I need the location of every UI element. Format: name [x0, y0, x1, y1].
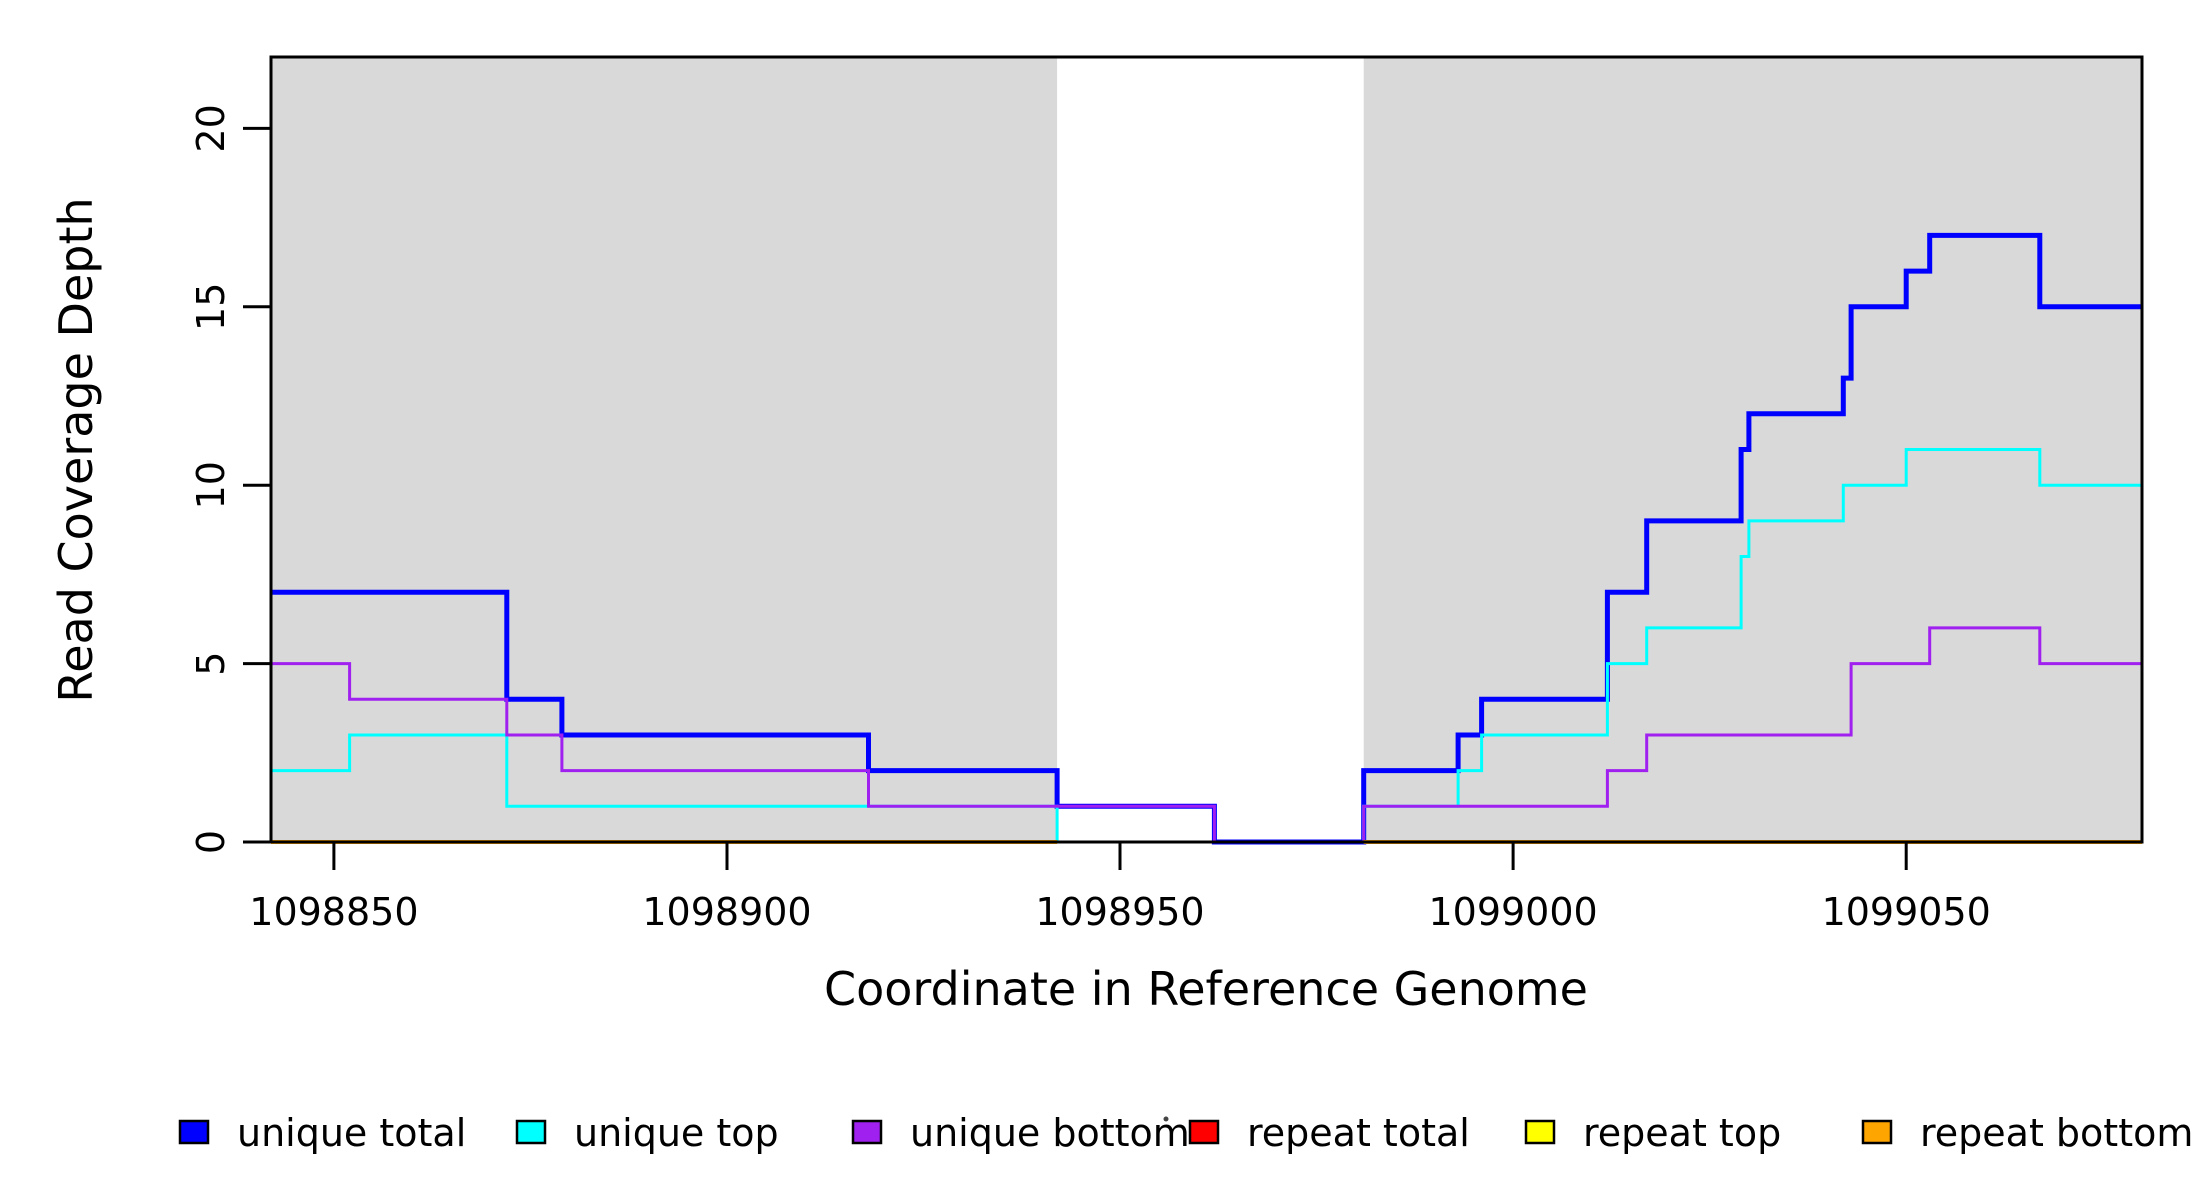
legend-label-unique-top: unique top	[574, 1111, 779, 1155]
legend-swatch-repeat-total	[1188, 1119, 1220, 1145]
y-tick-label: 0	[189, 830, 233, 854]
plot-frame	[269, 55, 2144, 844]
legend-label-repeat-bottom: repeat bottom	[1920, 1111, 2193, 1155]
x-tick-label: 1099050	[1822, 890, 1991, 934]
y-tick-label: 20	[189, 104, 233, 152]
y-axis-title: Read Coverage Depth	[49, 197, 103, 702]
series-unique-top	[271, 448, 2142, 844]
legend-label-unique-bottom: unique bottom	[910, 1111, 1190, 1155]
x-tick-label: 1098900	[642, 890, 811, 934]
x-tick-label: 1099000	[1428, 890, 1597, 934]
stray-dot	[1163, 1116, 1169, 1122]
legend-swatch-repeat-top	[1524, 1119, 1556, 1145]
legend-swatch-unique-total	[178, 1119, 210, 1145]
y-tick-label: 10	[189, 461, 233, 509]
legend-label-unique-total: unique total	[237, 1111, 466, 1155]
legend-swatch-unique-top	[515, 1119, 547, 1145]
legend-label-repeat-total: repeat total	[1247, 1111, 1470, 1155]
y-axis-ticks: 0 5 10 15 20	[189, 104, 271, 854]
y-tick-label: 15	[189, 283, 233, 331]
series-unique-bottom	[271, 626, 2142, 844]
repeat-shaded-regions	[271, 57, 2142, 842]
x-axis-title: Coordinate in Reference Genome	[824, 962, 1588, 1016]
repeat-region-rect	[271, 57, 1058, 842]
x-tick-label: 1098950	[1035, 890, 1204, 934]
series-unique-total	[271, 232, 2142, 845]
x-axis-ticks: 1098850 1098900 1098950 1099000 1099050	[249, 842, 1991, 934]
legend-label-repeat-top: repeat top	[1583, 1111, 1781, 1155]
legend-swatch-unique-bottom	[851, 1119, 883, 1145]
x-tick-label: 1098850	[249, 890, 418, 934]
legend: unique total unique top unique bottom repea…	[178, 1111, 2193, 1155]
legend-swatch-repeat-bottom	[1861, 1119, 1893, 1145]
y-tick-label: 5	[189, 652, 233, 676]
